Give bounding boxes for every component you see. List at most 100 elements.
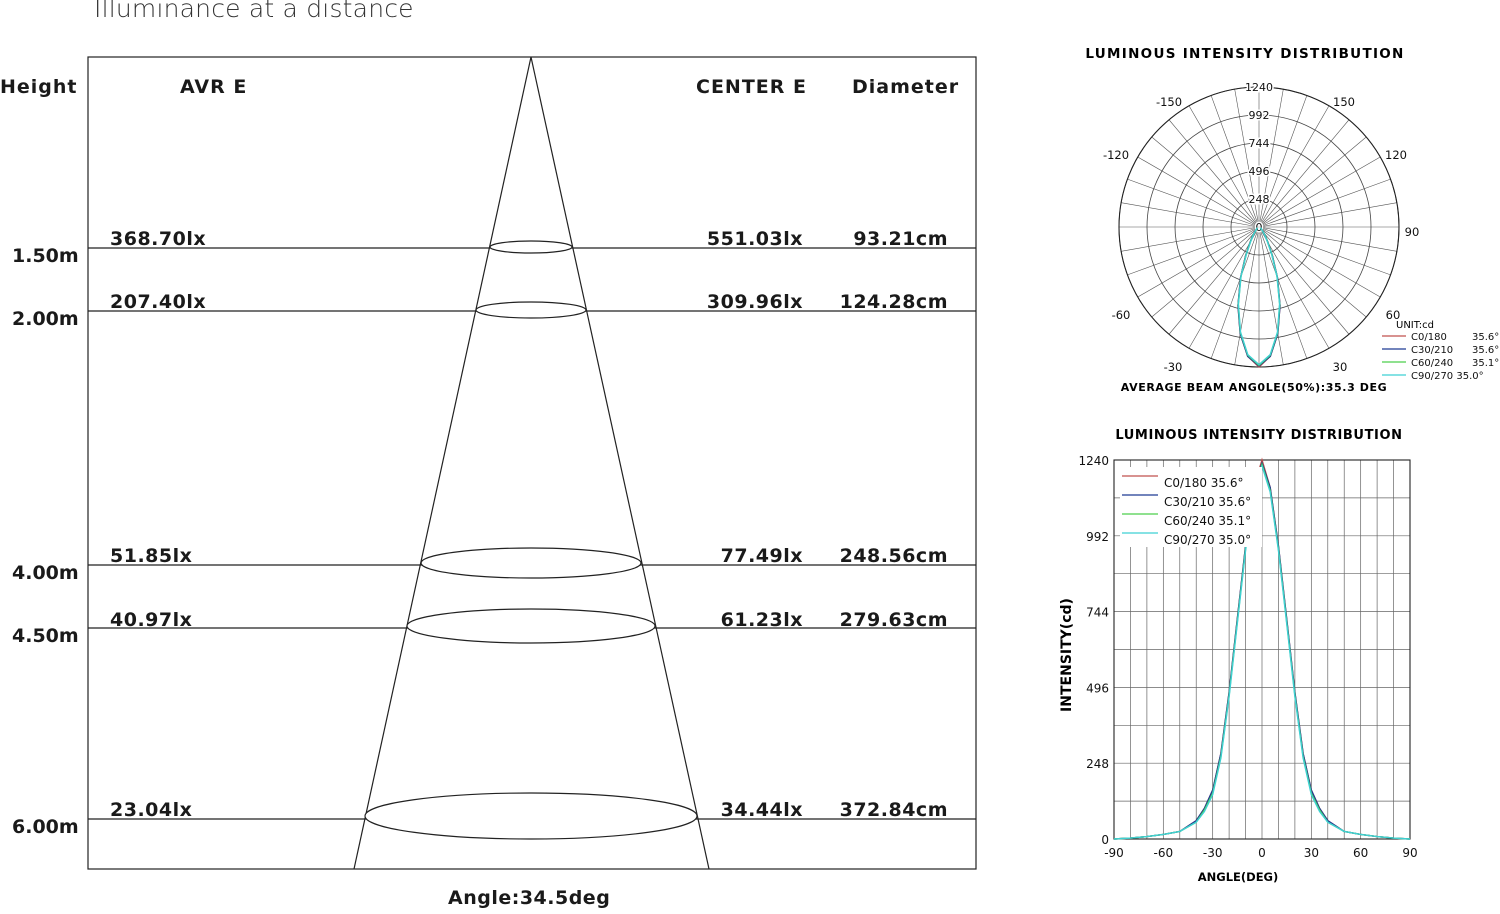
center-e-value: 34.44lx	[720, 799, 803, 821]
series-line	[1113, 463, 1411, 840]
polar-spoke	[1258, 226, 1350, 335]
polar-ring	[1174, 142, 1344, 312]
polar-ring	[1230, 198, 1288, 256]
polar-angle-label: 120	[1385, 148, 1407, 162]
polar-spoke	[1137, 156, 1260, 228]
center-e-value: 551.03lx	[706, 228, 803, 250]
height-label: 2.00m	[12, 308, 79, 330]
diameter-value: 248.56cm	[839, 545, 948, 567]
polar-angle-label: -120	[1103, 148, 1129, 162]
polar-spoke	[1258, 119, 1350, 228]
center-e-value: 77.49lx	[720, 545, 803, 567]
x-tick-label: 30	[1304, 846, 1319, 860]
polar-angle-label: 60	[1386, 308, 1401, 322]
legend-entry: C30/210 35.6°	[1164, 495, 1251, 509]
height-label: 6.00m	[12, 816, 79, 838]
polar-angle-label: 90	[1405, 225, 1420, 239]
polar-spoke	[1258, 226, 1308, 359]
polar-radial-tick: 992	[1249, 109, 1270, 122]
y-tick-label: 496	[1086, 681, 1109, 695]
legend-entry: C90/270 35.0°	[1164, 533, 1251, 547]
polar-ring	[1202, 170, 1316, 284]
y-tick-label: 0	[1101, 833, 1109, 847]
y-tick-label: 248	[1086, 757, 1109, 771]
polar-angle-label: -60	[1112, 308, 1131, 322]
polar-spoke	[1258, 89, 1284, 228]
y-tick-label: 744	[1086, 606, 1109, 620]
beam-ellipse	[475, 301, 587, 319]
polar-chart-title: LUMINOUS INTENSITY DISTRIBUTION	[1085, 46, 1404, 62]
x-tick-label: 90	[1402, 846, 1417, 860]
diameter-value: 372.84cm	[839, 799, 948, 821]
height-label: 4.00m	[12, 562, 79, 584]
polar-legend-name: C0/180	[1411, 332, 1447, 343]
beam-ellipse	[406, 608, 656, 644]
polar-angle-label: 150	[1333, 95, 1355, 109]
polar-spoke	[1210, 95, 1260, 228]
polar-spoke	[1258, 226, 1330, 349]
polar-footer: AVERAGE BEAM ANG0LE(50%):35.3 DEG	[1121, 381, 1388, 394]
cone-edge	[353, 56, 532, 870]
avr-e-header: AVR E	[180, 76, 248, 98]
avr-e-value: 207.40lx	[110, 291, 207, 313]
polar-spoke	[1234, 226, 1260, 365]
polar-spoke	[1210, 226, 1260, 359]
polar-legend-value: 35.6°	[1472, 332, 1499, 343]
legend-entry: C0/180 35.6°	[1164, 476, 1244, 490]
height-label: 1.50m	[12, 245, 79, 267]
center-e-value: 309.96lx	[706, 291, 803, 313]
height-label: 4.50m	[12, 625, 79, 647]
polar-ring	[1146, 114, 1372, 340]
polar-spoke	[1258, 178, 1391, 228]
polar-spoke	[1127, 178, 1260, 228]
legend-entry: C60/240 35.1°	[1164, 514, 1251, 528]
x-tick-label: -90	[1104, 846, 1124, 860]
polar-curve	[1237, 227, 1281, 366]
polar-spoke	[1258, 226, 1391, 276]
polar-spoke	[1121, 202, 1260, 228]
polar-spoke	[1258, 226, 1381, 298]
polar-legend-value: 35.6°	[1472, 345, 1499, 356]
polar-chart: 0 248 496 744 992 1240 -150 150 -120 120 90 -60 60 -3…	[1103, 80, 1499, 383]
polar-angle-label: -150	[1156, 95, 1182, 109]
y-tick-label: 1240	[1078, 454, 1109, 468]
polar-angle-label: 30	[1333, 360, 1348, 374]
x-tick-label: -60	[1154, 846, 1174, 860]
avr-e-value: 40.97lx	[110, 609, 193, 631]
polar-spoke	[1258, 95, 1308, 228]
line-chart-title: LUMINOUS INTENSITY DISTRIBUTION	[1115, 428, 1402, 443]
polar-radial-tick: 248	[1249, 193, 1270, 206]
center-e-header: CENTER E	[696, 76, 807, 98]
polar-spoke	[1188, 105, 1260, 228]
polar-legend-name: C90/270 35.0°	[1411, 371, 1484, 382]
polar-radial-tick: 1240	[1245, 81, 1273, 94]
polar-legend-value: 35.1°	[1472, 358, 1499, 369]
beam-ellipse	[489, 240, 573, 254]
polar-legend-name: C60/240	[1411, 358, 1453, 369]
avr-e-value: 51.85lx	[110, 545, 193, 567]
polar-spoke	[1137, 226, 1260, 298]
page-title: Illuminance at a distance	[94, 0, 414, 23]
beam-ellipse	[420, 547, 642, 579]
beam-cone-diagram	[87, 56, 977, 870]
polar-spoke	[1188, 226, 1260, 349]
polar-spoke	[1168, 119, 1260, 228]
polar-spoke	[1121, 226, 1260, 252]
diameter-header: Diameter	[852, 76, 960, 98]
polar-radial-tick: 0	[1256, 221, 1263, 234]
polar-spoke	[1151, 226, 1260, 318]
x-axis-label: ANGLE(DEG)	[1198, 870, 1279, 884]
polar-spoke	[1168, 226, 1260, 335]
beam-ellipse	[364, 792, 698, 840]
intensity-line-chart: -90 -60 -30 0 30 60 90 0 248 496 744 992 1240 C0/180 …	[1078, 454, 1417, 860]
polar-radial-tick: 496	[1249, 165, 1270, 178]
polar-spoke	[1234, 89, 1260, 228]
polar-spoke	[1127, 226, 1260, 276]
y-axis-label: INTENSITY(cd)	[1059, 598, 1075, 712]
avr-e-value: 23.04lx	[110, 799, 193, 821]
polar-spoke	[1258, 226, 1397, 252]
center-e-value: 61.23lx	[720, 609, 803, 631]
polar-unit: UNIT:cd	[1396, 320, 1434, 331]
polar-spoke	[1258, 226, 1367, 318]
